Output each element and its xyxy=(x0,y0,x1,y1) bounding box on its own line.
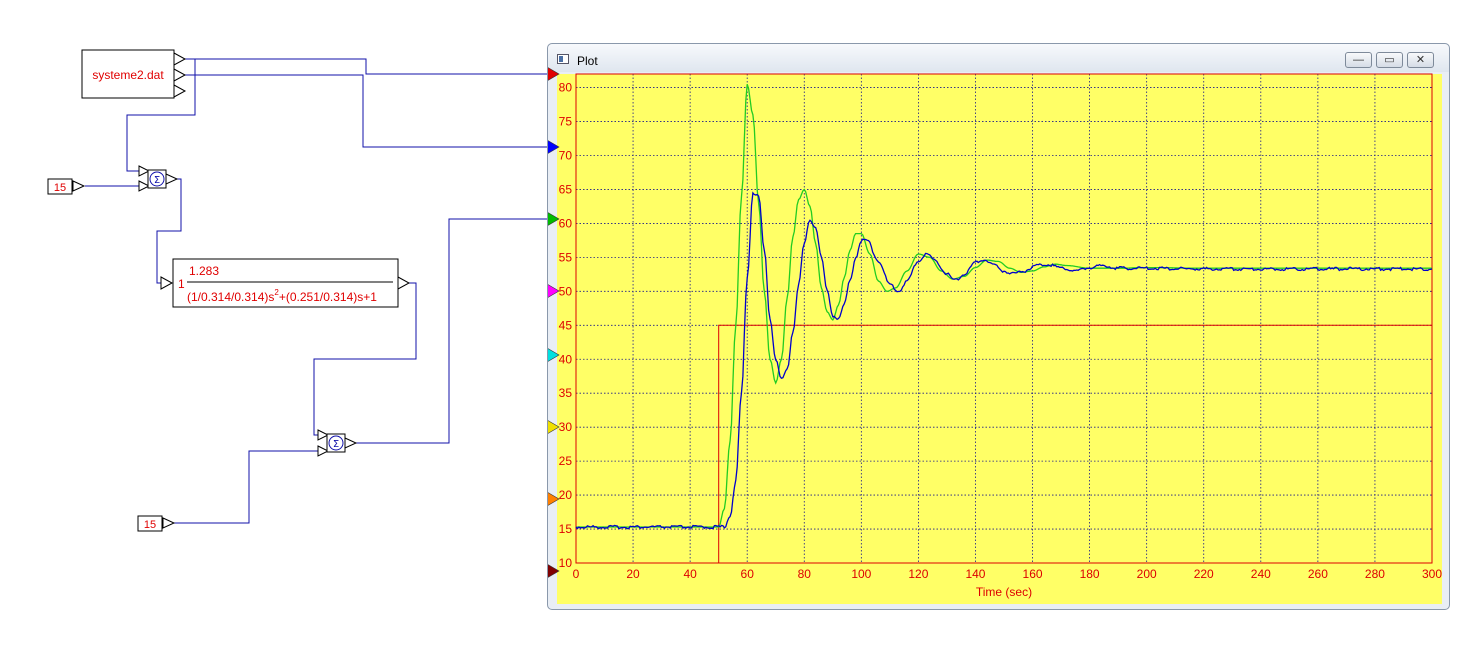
svg-text:(1/0.314/0.314)s2+(0.251/0.314: (1/0.314/0.314)s2+(0.251/0.314)s+1 xyxy=(187,288,377,304)
restore-button[interactable]: ▭ xyxy=(1376,52,1403,68)
y-tick-label: 80 xyxy=(559,81,573,95)
input-port-green xyxy=(548,212,560,226)
x-tick-label: 160 xyxy=(1023,567,1043,581)
input-port-magenta xyxy=(548,284,560,298)
constant-block-top[interactable]: 15 xyxy=(47,178,86,195)
constant-top-label: 15 xyxy=(54,182,66,194)
sum-icon: Σ xyxy=(333,439,339,450)
x-tick-label: 40 xyxy=(683,567,697,581)
y-tick-label: 20 xyxy=(559,488,573,502)
tf-denominator-part2: +(0.251/0.314)s+1 xyxy=(279,290,377,304)
x-tick-label: 220 xyxy=(1194,567,1214,581)
block-diagram: systeme2.dat 15 Σ 1 1.283 (1/0.314/0.314… xyxy=(47,49,547,532)
x-tick-label: 240 xyxy=(1251,567,1271,581)
y-tick-label: 45 xyxy=(559,318,573,332)
minimize-button[interactable]: — xyxy=(1345,52,1372,68)
x-tick-label: 20 xyxy=(626,567,640,581)
y-tick-label: 65 xyxy=(559,182,573,196)
x-tick-label: 300 xyxy=(1422,567,1442,581)
y-tick-label: 35 xyxy=(559,386,573,400)
x-tick-label: 60 xyxy=(741,567,755,581)
sum-block-2[interactable]: Σ xyxy=(317,429,358,457)
wire-file-to-blue xyxy=(185,74,547,148)
x-tick-label: 100 xyxy=(851,567,871,581)
plot-background xyxy=(557,74,1442,604)
tf-numerator: 1.283 xyxy=(189,264,219,278)
y-tick-label: 55 xyxy=(559,250,573,264)
input-port-cyan xyxy=(548,348,560,362)
input-port-blue xyxy=(548,140,560,154)
input-port-orange xyxy=(548,492,560,506)
wire-sum1-to-tf xyxy=(156,178,182,284)
plot-frame xyxy=(575,73,1433,564)
plot-area[interactable]: 0 20 40 60 80 100 120 140 160 180 200 220 240 260 280 3… xyxy=(548,44,1449,609)
input-port-darkred xyxy=(548,564,560,578)
window-icon xyxy=(557,54,569,64)
y-tick-label: 70 xyxy=(559,149,573,163)
output-port-3[interactable] xyxy=(173,84,187,98)
wire-file-to-red xyxy=(185,58,547,75)
series-line-red xyxy=(576,324,1432,564)
x-tick-label: 80 xyxy=(798,567,812,581)
y-tick-label: 30 xyxy=(559,420,573,434)
window-title: Plot xyxy=(577,54,598,68)
wire-const2-to-sum2 xyxy=(174,450,320,524)
transfer-function-block[interactable]: 1 1.283 (1/0.314/0.314)s2+(0.251/0.314)s… xyxy=(160,258,411,308)
y-tick-label: 50 xyxy=(559,284,573,298)
input-port-yellow xyxy=(548,420,560,434)
data-file-block[interactable]: systeme2.dat xyxy=(81,49,187,99)
x-tick-label: 0 xyxy=(573,567,580,581)
constant-block-bottom[interactable]: 15 xyxy=(137,515,176,532)
input-port-red xyxy=(548,67,560,81)
x-tick-label: 200 xyxy=(1137,567,1157,581)
x-tick-label: 140 xyxy=(965,567,985,581)
y-tick-label: 40 xyxy=(559,352,573,366)
output-port-2[interactable] xyxy=(173,68,187,82)
x-tick-label: 280 xyxy=(1365,567,1385,581)
series-line-blue xyxy=(575,191,1433,530)
tf-denominator-part1: (1/0.314/0.314)s xyxy=(187,290,274,304)
y-tick-label: 15 xyxy=(559,522,573,536)
tf-gain: 1 xyxy=(178,277,185,291)
constant-bottom-label: 15 xyxy=(144,519,156,531)
x-axis-label: Time (sec) xyxy=(976,585,1032,599)
x-tick-label: 120 xyxy=(908,567,928,581)
y-tick-label: 60 xyxy=(559,216,573,230)
sum-block-1[interactable]: Σ xyxy=(138,165,179,192)
sum-icon: Σ xyxy=(154,175,160,186)
x-tick-label: 260 xyxy=(1308,567,1328,581)
output-port-1[interactable] xyxy=(173,52,187,66)
tf-denominator-exp: 2 xyxy=(274,288,279,297)
y-tick-label: 75 xyxy=(559,115,573,129)
wire-sum2-to-green xyxy=(356,218,547,444)
plot-window[interactable]: Plot — ▭ ✕ 0 20 40 60 80 100 120 140 160 180 200 22… xyxy=(547,43,1450,610)
y-tick-label: 10 xyxy=(559,556,573,570)
y-tick-label: 25 xyxy=(559,454,573,468)
close-button[interactable]: ✕ xyxy=(1407,52,1434,68)
title-bar[interactable]: Plot — ▭ ✕ xyxy=(548,44,1449,72)
data-file-label: systeme2.dat xyxy=(92,68,164,82)
x-tick-label: 180 xyxy=(1080,567,1100,581)
wire-file-to-sum1 xyxy=(126,59,196,172)
wire-tf-to-sum2 xyxy=(313,282,417,436)
